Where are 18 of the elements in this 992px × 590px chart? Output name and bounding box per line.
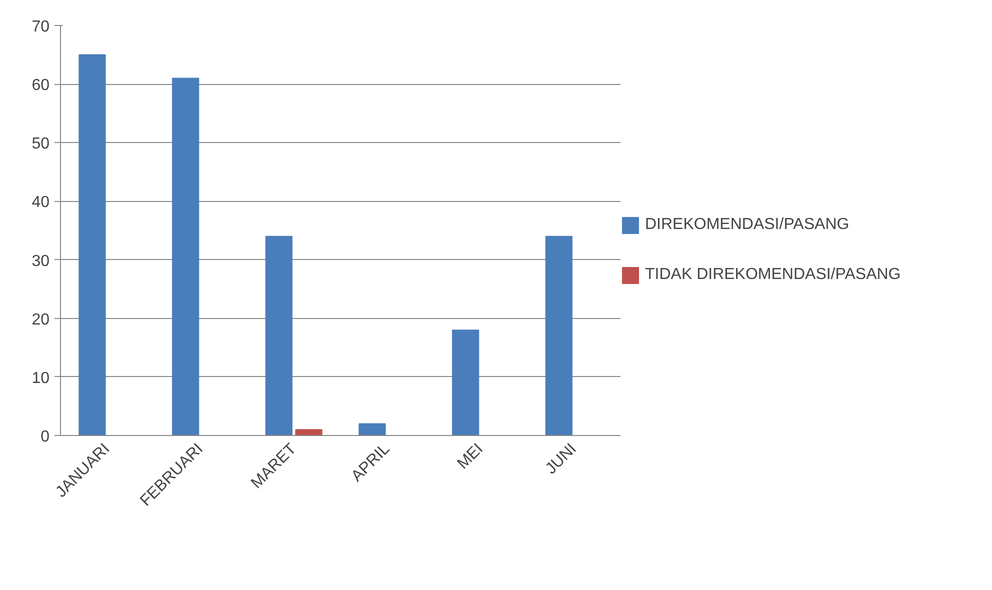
y-tick-label: 10 (32, 370, 50, 387)
y-tick-label: 0 (40, 428, 50, 446)
bar (452, 330, 480, 436)
bar (265, 236, 292, 436)
y-tick-label: 40 (32, 194, 50, 212)
bar (78, 54, 106, 436)
y-tick-label: 60 (32, 77, 50, 94)
legend-label: TIDAK DIREKOMENDASI/PASANG (645, 266, 901, 284)
y-tick-label: 70 (32, 18, 50, 36)
y-tick-label: 50 (32, 136, 50, 153)
y-tick-label: 30 (32, 252, 50, 270)
x-tick-label: MEI (454, 440, 487, 473)
bar (545, 236, 572, 436)
y-tick-label: 20 (32, 311, 50, 328)
bar (172, 78, 200, 436)
bar (358, 423, 386, 436)
bar (295, 429, 322, 436)
legend-label: DIREKOMENDASI/PASANG (645, 216, 850, 234)
